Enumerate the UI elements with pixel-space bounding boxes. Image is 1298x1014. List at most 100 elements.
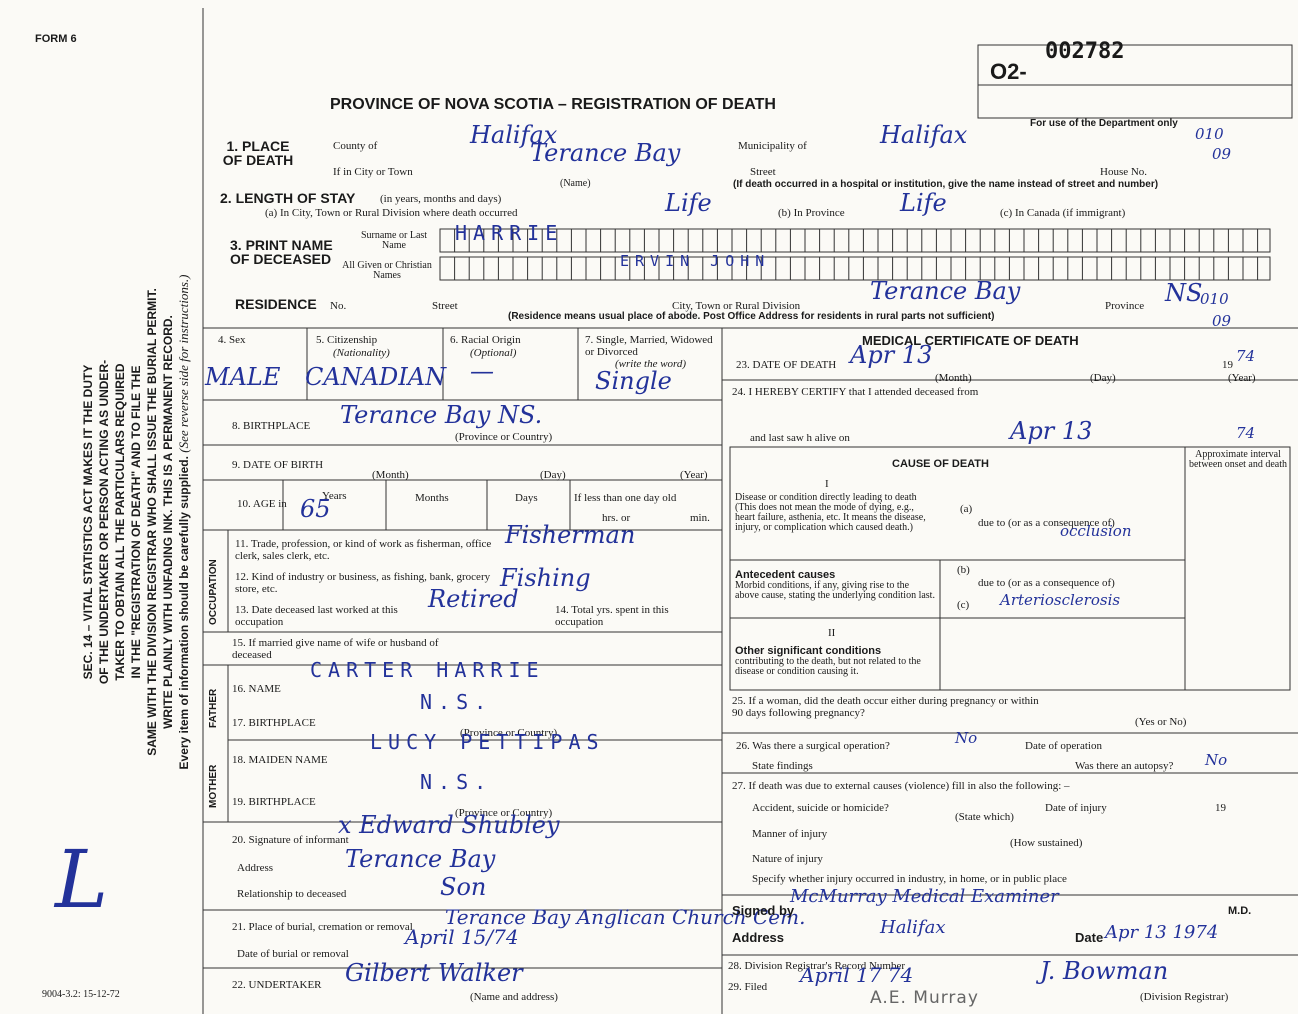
less-label: If less than one day old [574, 492, 677, 504]
dob-day: (Day) [540, 469, 566, 481]
province-label: Province [1105, 300, 1145, 312]
accident-label: Accident, suicide or homicide? [752, 802, 889, 814]
city-label: City, Town or Rural Division [672, 300, 801, 312]
birthplace: Terance Bay NS. [340, 401, 543, 429]
box-row [439, 228, 1271, 253]
marital-sub: (write the word) [615, 358, 687, 370]
margin-mark: L [55, 833, 109, 926]
antecedent-note: Morbid conditions, if any, giving rise t… [735, 580, 935, 601]
autopsy-label: Was there an autopsy? [1075, 760, 1174, 772]
specify-label: Specify whether injury occurred in indus… [752, 873, 1067, 885]
dod: Apr 13 [850, 341, 933, 369]
year-printed: 19 [1222, 359, 1233, 371]
section: FATHER [208, 688, 219, 728]
how: (How sustained) [1010, 837, 1083, 849]
last-saw: Apr 13 [1010, 417, 1093, 445]
name: J. Bowman [1040, 957, 1169, 985]
marital: Single [595, 367, 672, 395]
signed: McMurray Medical Examiner [790, 886, 1059, 907]
year: (Year) [1228, 372, 1256, 384]
racial: — [470, 357, 494, 385]
disease-label: Disease or condition directly leading to… [735, 492, 926, 533]
month: (Month) [935, 372, 972, 384]
side-text: SEC. 14 – VITAL STATISTICS ACT MAKES IT … [81, 364, 95, 680]
other-note: contributing to the death, but not relat… [735, 656, 921, 677]
heading: MEDICAL CERTIFICATE OF DEATH [862, 333, 1079, 348]
manner-label: Manner of injury [752, 828, 828, 840]
yes-no: (Yes or No) [1135, 716, 1187, 728]
label: 15. If married give name of wife or husb… [232, 637, 439, 661]
due1-value: occlusion [1060, 522, 1132, 540]
side-text: WRITE PLAINLY WITH UNFADING INK. THIS IS… [161, 315, 175, 729]
other-label: Other significant conditions [735, 645, 882, 657]
dob-year: (Year) [680, 469, 708, 481]
md: M.D. [1228, 905, 1252, 917]
filed-label: 29. Filed [728, 981, 768, 993]
side-text: TAKER TO OBTAIN ALL THE PARTICULARS REQU… [113, 363, 127, 681]
caption: (Province or Country) [460, 727, 558, 739]
section: MOTHER [208, 764, 219, 808]
unit-note: (in years, months and days) [380, 193, 502, 205]
side-note-italic: (See reverse side for instructions.) [176, 274, 191, 453]
state-which: (State which) [955, 811, 1014, 823]
label: 20. Signature of informant [232, 834, 349, 846]
racial-label: 6. Racial Origin [450, 334, 521, 346]
age-label: 10. AGE in [237, 498, 287, 510]
given-label: All Given or Christian Names [342, 260, 432, 281]
caption: (Name and address) [470, 991, 558, 1003]
relationship: Son [440, 873, 487, 901]
last-worked: Retired [428, 585, 519, 613]
side-note-line: Every item of information should be care… [176, 172, 192, 872]
heading: CAUSE OF DEATH [892, 458, 989, 470]
name-label: 16. NAME [232, 683, 281, 695]
c-label: (c) In Canada (if immigrant) [1000, 207, 1126, 219]
side-text: IN THE "REGISTRATION OF DEATH" AND TO FI… [129, 365, 143, 679]
marital-label: 7. Single, Married, Widowed or Divorced [585, 334, 713, 358]
city: Terance Bay [530, 139, 681, 167]
surname-label: Surname or Last Name [360, 230, 428, 251]
section: OCCUPATION [208, 559, 219, 625]
dod-year: 74 [1236, 347, 1256, 365]
birthplace-label: 19. BIRTHPLACE [232, 796, 316, 808]
place: Terance Bay Anglican Church Cem. [445, 905, 806, 929]
certify-label: 24. I HEREBY CERTIFY that I attended dec… [732, 386, 979, 398]
date: April 15/74 [405, 925, 519, 949]
part2: II [828, 627, 836, 639]
label: RESIDENCE [235, 296, 317, 312]
dob-month: (Month) [372, 469, 409, 481]
antecedent-label: Antecedent causes [735, 569, 836, 581]
birthplace-caption: (Province or Country) [455, 431, 553, 443]
address: Terance Bay [345, 845, 496, 873]
citizenship: CANADIAN [305, 363, 447, 391]
maiden: LUCY PETTIPAS [370, 730, 605, 754]
days-label: Days [515, 492, 538, 504]
note: (Residence means usual place of abode. P… [508, 311, 995, 322]
dept-codes: 010 [1200, 290, 1229, 308]
date: Apr 13 1974 [1105, 922, 1219, 943]
dept-codes: 09 [1212, 312, 1232, 330]
label: 25. If a woman, did the death occur eith… [732, 695, 1039, 719]
last-saw-label: and last saw h alive on [750, 432, 850, 444]
record-label: 28. Division Registrar's Record Number [728, 960, 906, 972]
months-label: Months [415, 492, 449, 504]
citizenship-sub: (Nationality) [333, 347, 390, 359]
label: 3. PRINT NAME OF DECEASED [230, 237, 333, 267]
injury-date-label: Date of injury [1045, 802, 1107, 814]
min-label: min. [690, 512, 710, 524]
years-label: Years [322, 490, 347, 502]
label: 2. LENGTH OF STAY [220, 190, 356, 206]
address-label: Address [237, 862, 274, 874]
side-note: Every item of information should be care… [177, 456, 191, 770]
caption: (Division Registrar) [1140, 991, 1229, 1003]
b-label: (b) In Province [778, 207, 845, 219]
dob-label: 9. DATE OF BIRTH [232, 459, 324, 471]
side-text: SAME WITH THE DIVISION REGISTRAR WHO SHA… [145, 288, 159, 756]
filed: April 17 74 [800, 963, 914, 987]
due1: due to (or as a consequence of) [978, 517, 1115, 529]
name: Gilbert Walker [345, 959, 523, 987]
caption: (Province or Country) [455, 807, 553, 819]
dod-label: 23. DATE OF DEATH [736, 359, 837, 371]
part1: I [825, 478, 829, 490]
